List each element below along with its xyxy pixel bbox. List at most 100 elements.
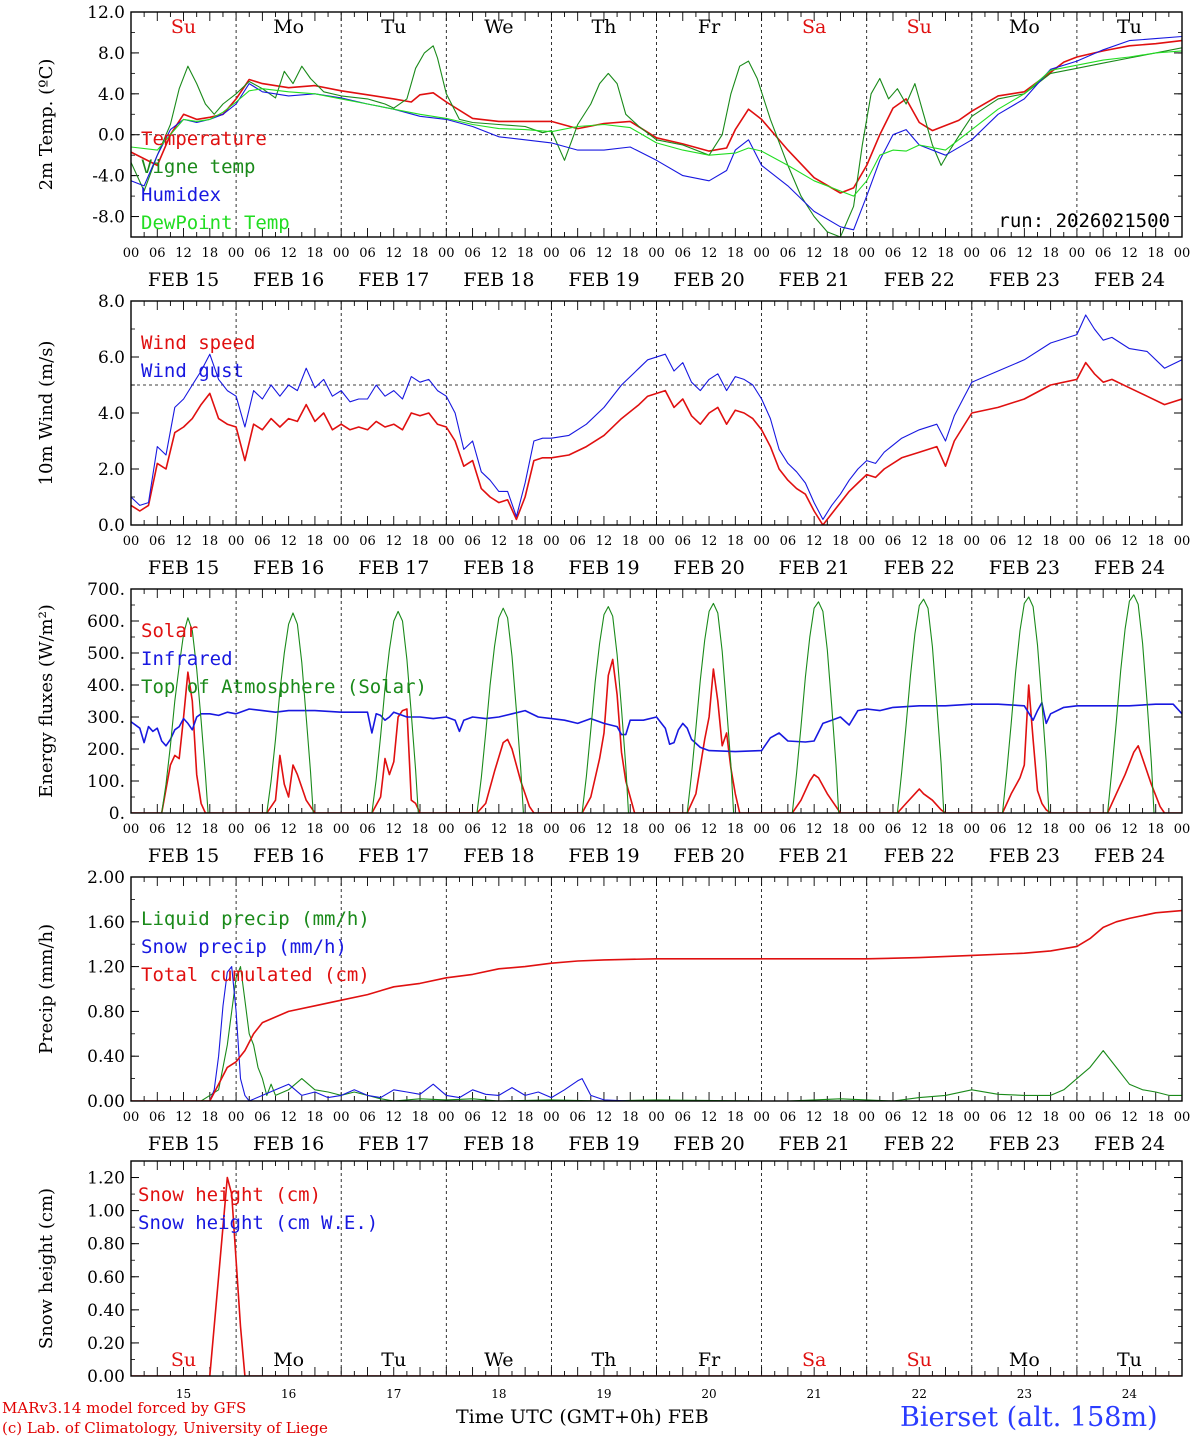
x-hour-label: 00 [123,1110,140,1125]
legend-entry: Vigne temp [141,156,255,178]
series-line [131,35,1182,231]
x-hour-label: 12 [1016,822,1033,837]
x-hour-label: 12 [1121,1110,1138,1125]
x-hour-label: 18 [412,246,429,261]
x-hour-label: 00 [753,534,770,549]
weekday-label: Mo [1009,1349,1040,1371]
x-hour-label: 12 [385,1110,402,1125]
weekday-label: Su [171,16,196,38]
x-date-label: FEB 22 [884,1133,955,1155]
x-hour-label: 06 [990,534,1007,549]
x-date-label: FEB 18 [463,557,534,579]
x-date-label: FEB 15 [148,557,219,579]
series-line [131,966,1182,1101]
x-hour-label: 06 [569,246,586,261]
x-date-label: FEB 24 [1094,845,1165,867]
weekday-label: Su [907,16,932,38]
x-hour-label: 06 [359,822,376,837]
plot-frame [130,1160,1183,1377]
weekday-label: Mo [273,1349,304,1371]
weekday-label: Mo [273,16,304,38]
x-hour-label: 12 [701,822,718,837]
x-day-number: 19 [596,1387,611,1401]
x-hour-label: 12 [911,534,928,549]
x-hour-label: 00 [858,1110,875,1125]
x-hour-label: 00 [753,246,770,261]
x-hour-label: 18 [1147,1110,1164,1125]
y-tick-label: 0.0 [98,516,125,536]
x-hour-label: 00 [228,1110,245,1125]
x-hour-label: 18 [307,534,324,549]
y-tick-label: 2.00 [87,868,125,888]
x-hour-label: 00 [123,246,140,261]
x-hour-label: 18 [202,1110,219,1125]
x-hour-label: 06 [675,1110,692,1125]
x-date-label: FEB 21 [779,1133,850,1155]
x-hour-label: 12 [596,246,613,261]
legend-entry: Infrared [141,648,233,670]
x-hour-label: 06 [254,534,271,549]
weekday-label: Sa [802,16,826,38]
x-hour-label: 18 [727,822,744,837]
x-hour-label: 18 [202,246,219,261]
x-date-label: FEB 19 [568,1133,639,1155]
x-date-label: FEB 15 [148,1133,219,1155]
x-hour-label: 12 [491,822,508,837]
legend-entry: Total cumulated (cm) [141,964,370,986]
x-hour-label: 00 [964,534,981,549]
x-hour-label: 00 [648,1110,665,1125]
x-date-label: FEB 21 [779,845,850,867]
x-axis-title: Time UTC (GMT+0h) FEB [456,1406,709,1428]
y-tick-label: 2.0 [98,460,125,480]
x-hour-label: 00 [1069,534,1086,549]
legend-entry: Snow height (cm W.E.) [138,1212,378,1234]
series-line [131,50,1182,197]
x-hour-label: 12 [1016,1110,1033,1125]
x-hour-label: 00 [1174,822,1191,837]
x-date-label: FEB 15 [148,269,219,291]
x-hour-label: 06 [569,822,586,837]
y-tick-label: -4.0 [92,167,125,187]
plot-frame [130,300,1183,526]
x-hour-label: 12 [1016,246,1033,261]
x-hour-label: 18 [517,246,534,261]
x-hour-label: 00 [1174,534,1191,549]
x-day-number: 20 [701,1387,716,1401]
x-date-label: FEB 19 [568,845,639,867]
x-hour-label: 06 [780,246,797,261]
x-hour-label: 12 [1121,822,1138,837]
x-hour-label: 06 [359,1110,376,1125]
y-tick-label: 4.0 [98,404,125,424]
x-hour-label: 06 [885,1110,902,1125]
x-date-label: FEB 21 [779,269,850,291]
weekday-label: Th [591,16,616,38]
x-hour-label: 00 [228,246,245,261]
y-tick-label: 0.80 [87,1235,125,1255]
x-hour-label: 00 [228,822,245,837]
weekday-label: Fr [698,1349,721,1371]
x-hour-label: 12 [491,246,508,261]
legend-entry: Solar [141,620,198,642]
x-hour-label: 00 [964,822,981,837]
legend-entry: DewPoint Temp [141,212,290,234]
series-line [131,658,1182,813]
x-hour-label: 06 [569,1110,586,1125]
x-date-label: FEB 16 [253,845,324,867]
y-tick-label: 0.40 [87,1301,125,1321]
y-tick-label: 1.20 [87,958,125,978]
legend-entry: Wind gust [141,360,244,382]
series-line [131,361,1182,525]
x-date-label: FEB 16 [253,269,324,291]
x-hour-label: 00 [543,534,560,549]
x-hour-label: 06 [359,246,376,261]
y-tick-label: 600. [87,612,125,632]
x-hour-label: 18 [1147,246,1164,261]
y-tick-label: 4.0 [98,85,125,105]
x-date-label: FEB 19 [568,557,639,579]
x-hour-label: 18 [202,534,219,549]
x-date-label: FEB 20 [673,1133,744,1155]
x-hour-label: 12 [1121,534,1138,549]
x-hour-label: 18 [832,246,849,261]
x-hour-label: 12 [1121,246,1138,261]
